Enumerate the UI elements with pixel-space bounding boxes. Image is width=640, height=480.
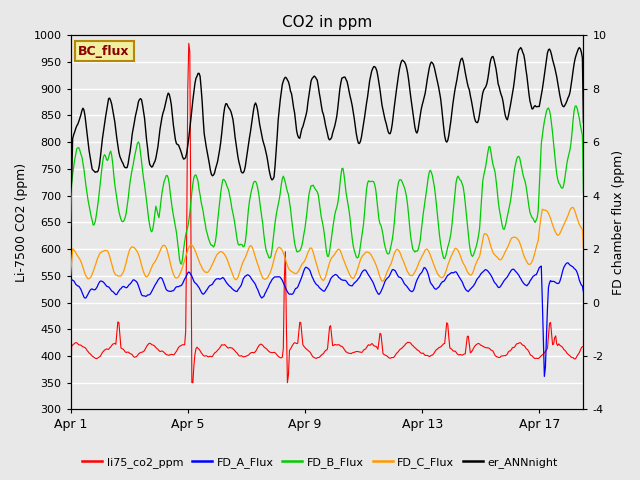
- Title: CO2 in ppm: CO2 in ppm: [282, 15, 372, 30]
- Legend: li75_co2_ppm, FD_A_Flux, FD_B_Flux, FD_C_Flux, er_ANNnight: li75_co2_ppm, FD_A_Flux, FD_B_Flux, FD_C…: [77, 452, 563, 472]
- Text: BC_flux: BC_flux: [78, 45, 130, 58]
- Y-axis label: Li-7500 CO2 (ppm): Li-7500 CO2 (ppm): [15, 163, 28, 282]
- Y-axis label: FD chamber flux (ppm): FD chamber flux (ppm): [612, 150, 625, 295]
